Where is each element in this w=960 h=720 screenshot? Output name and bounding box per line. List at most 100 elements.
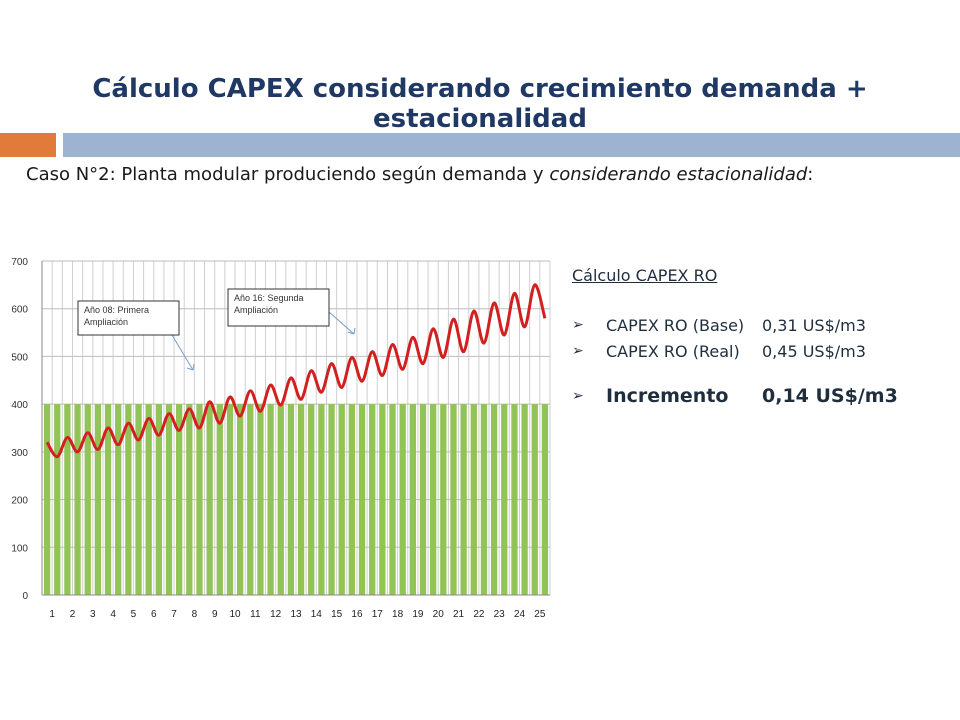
capacity-bar xyxy=(531,404,538,595)
y-tick-label: 300 xyxy=(11,448,28,459)
x-tick-label: 13 xyxy=(290,609,302,620)
capacity-bar xyxy=(480,404,488,595)
capacity-bar xyxy=(287,404,295,595)
capex-list: ➢ CAPEX RO (Base) 0,31 US$/m3 ➢ CAPEX RO (Re… xyxy=(572,312,898,411)
arrow-bullet-icon: ➢ xyxy=(572,317,584,333)
capacity-bar xyxy=(358,404,366,595)
annotation-label: Año 08: Primera xyxy=(84,305,149,315)
x-tick-label: 8 xyxy=(192,609,198,620)
y-tick-label: 0 xyxy=(22,591,28,602)
capacity-bar xyxy=(430,404,437,595)
subtitle-suffix: : xyxy=(807,164,814,185)
y-tick-label: 400 xyxy=(11,400,28,411)
capacity-bar xyxy=(74,404,81,595)
capacity-bar xyxy=(115,404,122,595)
x-tick-label: 21 xyxy=(453,609,465,620)
capex-value: 0,31 US$/m3 xyxy=(762,315,866,335)
capacity-bar xyxy=(389,404,396,595)
annotation-label: Año 16: Segunda xyxy=(234,293,304,303)
capacity-bar xyxy=(257,404,264,595)
capex-label: CAPEX RO (Base) xyxy=(606,315,745,335)
capacity-bar xyxy=(541,404,549,595)
capacity-bar xyxy=(43,404,51,595)
capacity-bar xyxy=(94,404,102,595)
capacity-bar xyxy=(186,404,193,595)
capacity-bar xyxy=(176,404,183,595)
capacity-bar xyxy=(501,404,508,595)
capacity-bar xyxy=(54,404,61,595)
x-tick-label: 9 xyxy=(212,609,218,620)
x-tick-label: 1 xyxy=(49,609,55,620)
capacity-bar xyxy=(267,404,274,595)
x-tick-label: 2 xyxy=(70,609,76,620)
x-tick-label: 16 xyxy=(351,609,363,620)
capacity-bar xyxy=(470,404,477,595)
capacity-bar xyxy=(84,404,91,595)
x-tick-label: 15 xyxy=(331,609,343,620)
capacity-bar xyxy=(369,404,376,595)
capacity-bar xyxy=(318,404,325,595)
capex-row: ➢ Incremento 0,14 US$/m3 xyxy=(572,381,898,411)
capacity-bar xyxy=(419,404,427,595)
capacity-bar xyxy=(135,404,142,595)
arrow-bullet-icon: ➢ xyxy=(572,343,584,359)
y-tick-label: 500 xyxy=(11,352,28,363)
capex-value: 0,14 US$/m3 xyxy=(762,385,898,407)
x-tick-label: 4 xyxy=(110,609,116,620)
capacity-bar xyxy=(297,404,305,595)
capacity-bar xyxy=(521,404,528,595)
page-title: Cálculo CAPEX considerando crecimiento d… xyxy=(92,74,868,134)
capacity-bar xyxy=(409,404,416,595)
case-subtitle: Caso N°2: Planta modular produciendo seg… xyxy=(26,164,813,185)
capacity-bar xyxy=(155,404,162,595)
annotation-label: Ampliación xyxy=(84,317,128,327)
capacity-bar xyxy=(450,404,457,595)
x-tick-label: 12 xyxy=(270,609,282,620)
capacity-bar xyxy=(64,404,71,595)
subtitle-emphasis: considerando estacionalidad xyxy=(549,164,808,185)
capacity-bar xyxy=(196,404,203,595)
x-tick-label: 14 xyxy=(311,609,323,620)
y-tick-label: 200 xyxy=(11,496,28,507)
capacity-bar xyxy=(460,404,467,595)
annotation-box xyxy=(77,300,180,336)
x-tick-label: 22 xyxy=(473,609,485,620)
capex-row: ➢ CAPEX RO (Real) 0,45 US$/m3 xyxy=(572,338,898,364)
x-tick-label: 5 xyxy=(131,609,137,620)
capacity-bar xyxy=(338,404,345,595)
y-tick-label: 700 xyxy=(11,257,28,268)
capacity-bar xyxy=(247,404,254,595)
capacity-bar xyxy=(145,404,152,595)
capacity-bar xyxy=(490,404,498,595)
demand-line xyxy=(45,283,547,459)
callout-arrowhead xyxy=(347,327,356,335)
capacity-bar xyxy=(165,404,173,595)
subtitle-prefix: Caso N°2: Planta modular produciendo seg… xyxy=(26,164,550,185)
callout-arrow xyxy=(171,334,194,371)
capacity-bar xyxy=(206,404,213,595)
capacity-bar xyxy=(125,404,132,595)
x-tick-label: 17 xyxy=(372,609,384,620)
x-tick-label: 23 xyxy=(494,609,506,620)
capacity-bar xyxy=(277,404,284,595)
x-tick-label: 25 xyxy=(534,609,546,620)
x-tick-label: 6 xyxy=(151,609,157,620)
capex-row: ➢ CAPEX RO (Base) 0,31 US$/m3 xyxy=(572,312,898,338)
annotation-box xyxy=(227,288,330,327)
capacity-bar xyxy=(399,404,406,595)
x-tick-label: 7 xyxy=(171,609,177,620)
capacity-bar xyxy=(216,404,223,595)
capex-panel: Cálculo CAPEX RO ➢ CAPEX RO (Base) 0,31 US… xyxy=(572,266,898,411)
x-tick-label: 11 xyxy=(250,609,261,620)
arrow-bullet-icon: ➢ xyxy=(572,388,584,404)
x-tick-label: 18 xyxy=(392,609,404,620)
x-tick-label: 19 xyxy=(412,609,424,620)
capacity-bar xyxy=(308,404,315,595)
capex-value: 0,45 US$/m3 xyxy=(762,341,866,361)
callout-arrowhead xyxy=(186,363,195,371)
capacity-bar xyxy=(328,404,335,595)
capex-heading: Cálculo CAPEX RO xyxy=(572,266,718,285)
y-tick-label: 100 xyxy=(11,543,28,554)
x-tick-label: 3 xyxy=(90,609,96,620)
